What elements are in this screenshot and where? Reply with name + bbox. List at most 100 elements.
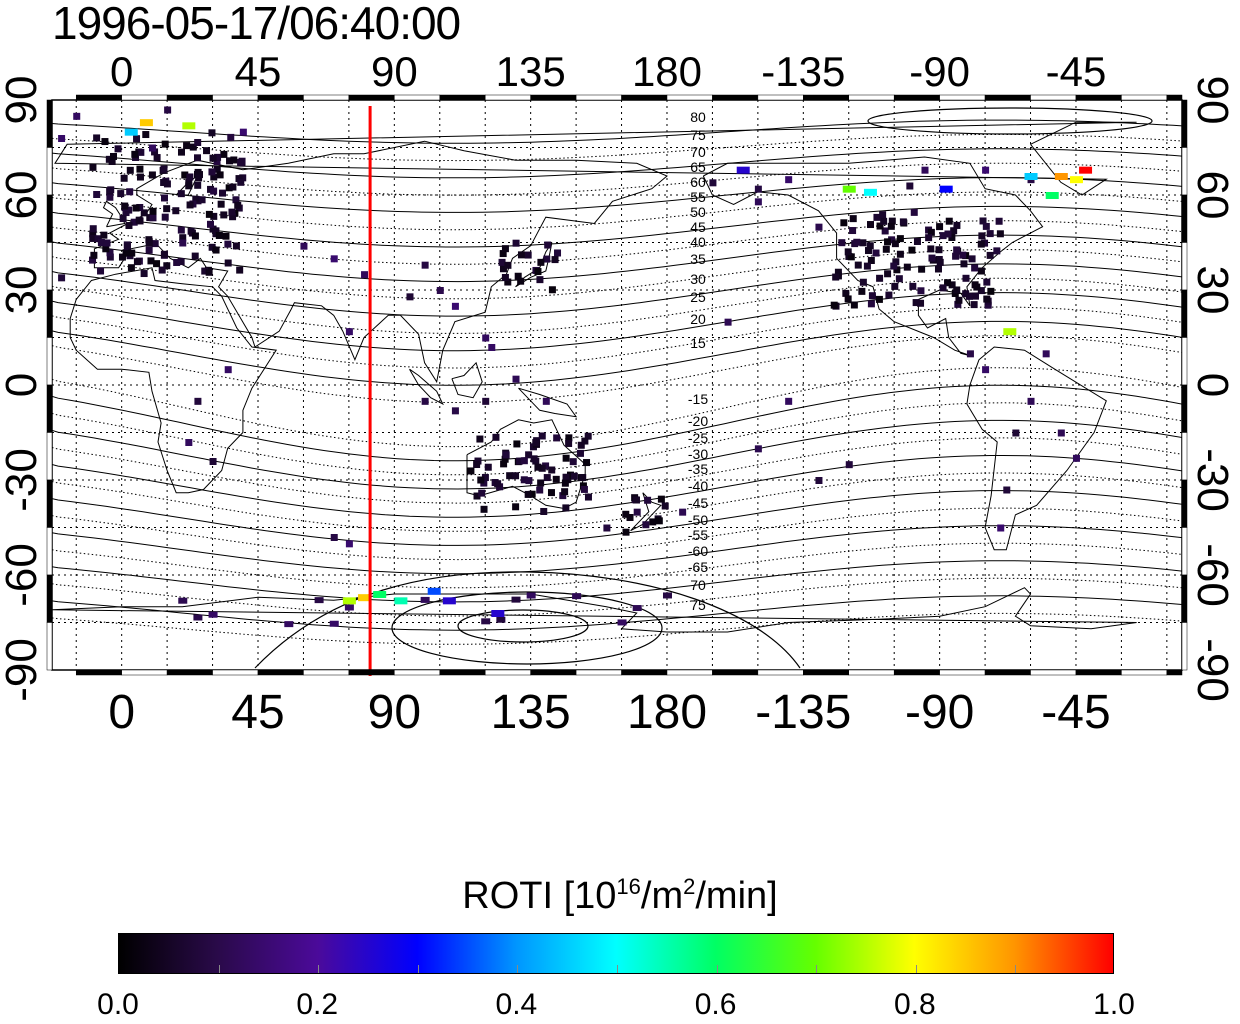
roti-cell	[903, 263, 911, 271]
roti-cell	[97, 238, 105, 246]
mlat-label: -65	[688, 559, 708, 575]
roti-cell	[158, 266, 166, 274]
roti-cell	[644, 496, 652, 504]
roti-cell	[481, 474, 489, 482]
roti-cell	[114, 145, 122, 153]
roti-cell	[525, 451, 533, 459]
roti-cell	[939, 284, 947, 292]
roti-cell	[137, 148, 145, 156]
colorbar-minor-tick	[816, 965, 818, 973]
roti-cell	[73, 112, 81, 120]
roti-cell	[209, 225, 217, 233]
roti-cell	[565, 434, 573, 442]
coastline	[69, 267, 278, 494]
roti-cell	[950, 227, 958, 235]
roti-cell	[344, 604, 354, 611]
roti-cell	[512, 503, 520, 511]
roti-cell	[977, 240, 985, 248]
roti-cell	[208, 168, 216, 176]
roti-cell	[234, 201, 242, 209]
roti-cell	[179, 234, 187, 242]
roti-cell	[194, 154, 202, 162]
roti-cell	[149, 214, 157, 222]
roti-cell	[498, 258, 506, 266]
roti-cell	[584, 493, 592, 501]
colorbar-minor-tick	[617, 965, 618, 973]
roti-cell	[93, 134, 101, 142]
bottom-longitude-label: 180	[627, 686, 707, 739]
roti-cell	[951, 289, 959, 297]
bottom-axis-bar	[484, 669, 531, 676]
roti-cell	[161, 213, 169, 221]
left-axis-bar	[46, 337, 53, 386]
roti-cell	[191, 252, 199, 260]
roti-cell	[785, 397, 793, 405]
mlat-label: -15	[688, 391, 708, 407]
roti-cell	[962, 290, 970, 298]
left-axis-bar	[46, 242, 53, 291]
coastline	[93, 140, 668, 384]
roti-cell	[642, 521, 650, 529]
roti-cell	[982, 166, 990, 174]
left-latitude-label: 60	[0, 171, 46, 220]
colorbar-title: ROTI [1016/m2/min]	[0, 874, 1240, 918]
bottom-longitude-label: 90	[368, 686, 421, 739]
roti-cell	[160, 178, 168, 186]
roti-cell	[1072, 454, 1080, 462]
roti-cell	[467, 467, 475, 475]
roti-cell	[506, 472, 514, 480]
roti-cell	[561, 488, 569, 496]
roti-cell	[421, 261, 429, 269]
bottom-axis-bar	[257, 669, 304, 676]
mlat-contour	[52, 367, 1182, 448]
top-longitude-label: -45	[1046, 48, 1107, 95]
top-axis-bar	[257, 94, 304, 101]
roti-cell	[579, 474, 587, 482]
roti-cell	[193, 614, 203, 621]
roti-cell	[971, 264, 979, 272]
roti-cell	[148, 171, 156, 179]
roti-cell	[838, 239, 846, 247]
left-axis-bar	[46, 289, 53, 338]
colorbar-title-exponent-1: 16	[616, 874, 641, 899]
roti-cell	[516, 457, 524, 465]
mlat-label: -40	[688, 478, 708, 494]
colorbar-minor-tick	[417, 965, 419, 973]
roti-cell	[481, 618, 491, 625]
roti-cell	[554, 249, 562, 257]
roti-cell	[679, 508, 687, 516]
roti-cell	[785, 176, 793, 184]
roti-cell	[210, 187, 218, 195]
roti-cell	[536, 276, 544, 284]
roti-cell	[164, 106, 172, 114]
roti-cell	[655, 517, 663, 525]
right-axis-bar	[1181, 289, 1188, 338]
roti-cell	[482, 397, 490, 405]
top-axis-bar	[75, 94, 122, 101]
bottom-axis-bar	[1121, 669, 1168, 676]
roti-cell	[222, 232, 230, 240]
top-axis-bar	[1166, 94, 1183, 101]
roti-cell	[206, 220, 214, 228]
roti-cell	[194, 181, 202, 189]
roti-cell	[908, 246, 916, 254]
roti-cell	[709, 179, 717, 187]
roti-cell	[406, 293, 414, 301]
mlat-label: 45	[690, 219, 706, 235]
coastline	[702, 156, 1044, 357]
roti-cell	[544, 241, 552, 249]
top-longitude-label: -90	[909, 48, 970, 95]
right-axis-bar	[1181, 384, 1188, 433]
roti-cell	[632, 605, 642, 612]
roti-highlight-cell	[373, 591, 387, 598]
bottom-axis-bar	[803, 669, 850, 676]
roti-cell	[201, 267, 209, 275]
roti-cell	[103, 239, 111, 247]
roti-cell	[213, 157, 221, 165]
roti-cell	[185, 178, 193, 186]
roti-cell	[186, 201, 194, 209]
roti-cell	[948, 233, 956, 241]
roti-cell	[300, 242, 308, 250]
mlat-contour	[52, 335, 1182, 403]
bottom-axis-bar	[1166, 669, 1183, 676]
